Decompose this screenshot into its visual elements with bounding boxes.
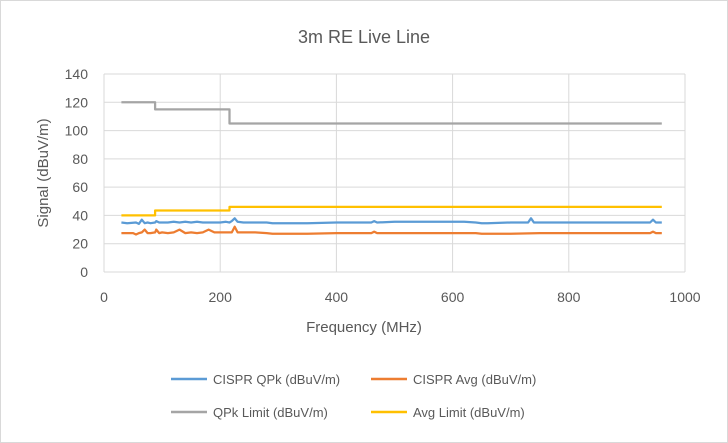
x-axis-title: Frequency (MHz) <box>306 319 422 336</box>
y-tick-label: 0 <box>80 264 88 280</box>
y-axis-title: Signal (dBuV/m) <box>35 118 52 227</box>
x-tick-labels: 0 200 400 600 800 1000 <box>100 289 701 305</box>
x-tick-label: 1000 <box>669 289 700 305</box>
y-tick-label: 120 <box>65 94 89 110</box>
y-tick-labels: 0 20 40 60 80 100 120 140 <box>65 66 89 280</box>
y-tick-label: 20 <box>72 236 88 252</box>
legend-label-avg-limit: Avg Limit (dBuV/m) <box>413 405 525 420</box>
legend: CISPR QPk (dBuV/m) CISPR Avg (dBuV/m) QPk … <box>171 372 536 420</box>
gridlines <box>103 73 686 273</box>
x-tick-label: 200 <box>209 289 233 305</box>
series-line-qpk-limit <box>121 101 662 125</box>
series-line-cispr-avg <box>121 225 662 236</box>
series-line-avg-limit <box>121 205 662 217</box>
x-tick-label: 0 <box>100 289 108 305</box>
y-tick-label: 60 <box>72 179 88 195</box>
legend-label-cispr-avg: CISPR Avg (dBuV/m) <box>413 372 536 387</box>
x-tick-label: 800 <box>557 289 581 305</box>
chart-title: 3m RE Live Line <box>298 27 430 47</box>
series-lines <box>121 101 662 236</box>
legend-label-qpk-limit: QPk Limit (dBuV/m) <box>213 405 328 420</box>
x-tick-label: 600 <box>441 289 465 305</box>
legend-label-cispr-qpk: CISPR QPk (dBuV/m) <box>213 372 340 387</box>
y-tick-label: 40 <box>72 207 88 223</box>
y-tick-label: 100 <box>65 123 89 139</box>
y-tick-label: 140 <box>65 66 89 82</box>
y-tick-label: 80 <box>72 151 88 167</box>
series-line-cispr-qpk <box>121 217 662 226</box>
x-tick-label: 400 <box>325 289 349 305</box>
